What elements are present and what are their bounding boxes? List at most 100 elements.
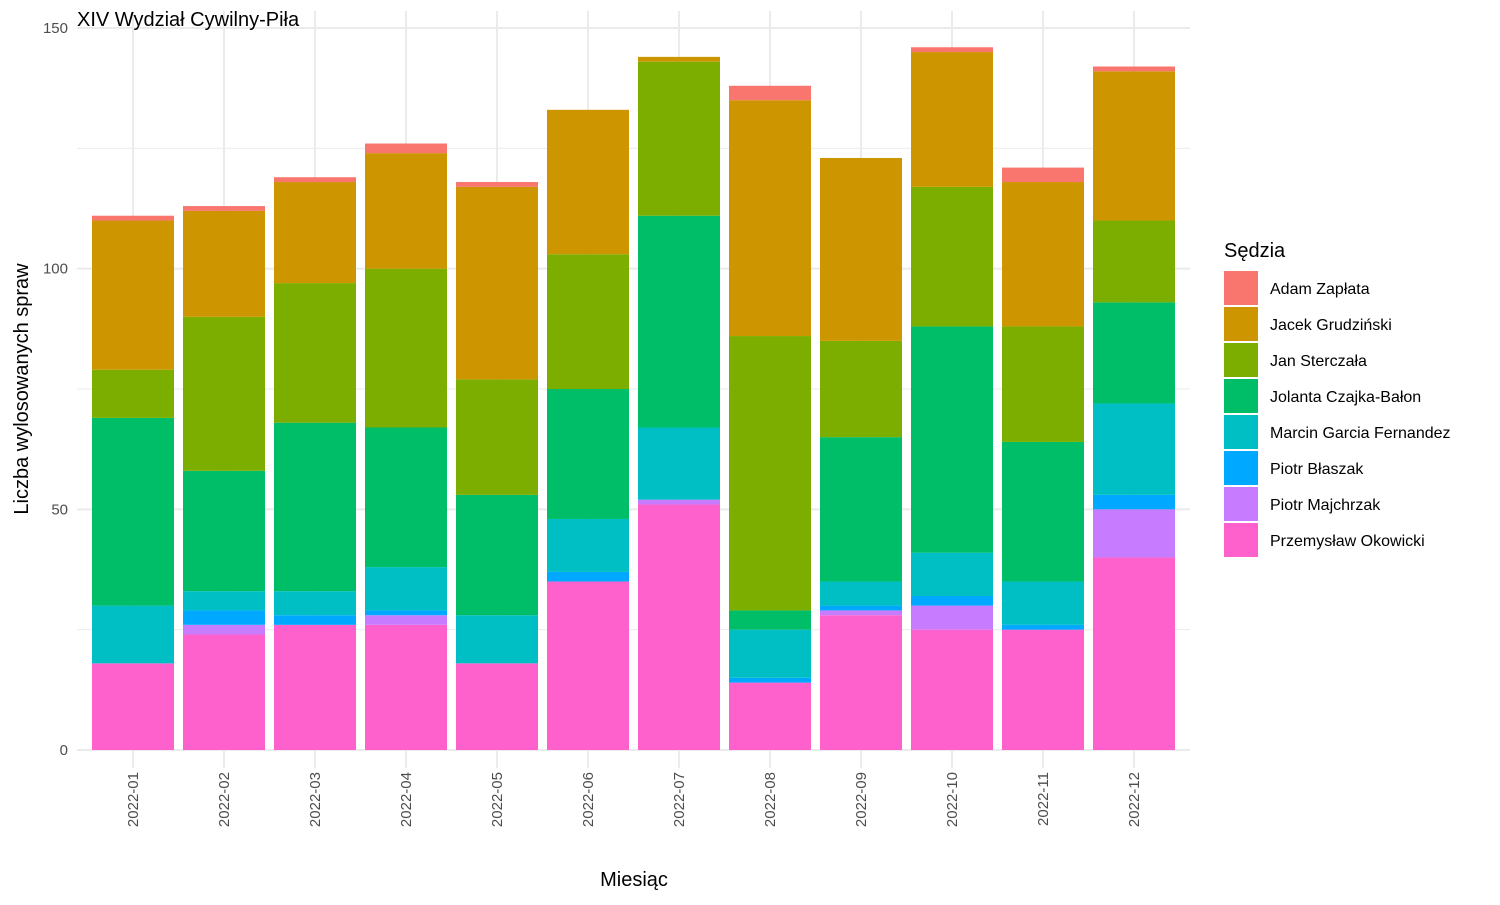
y-axis-label: Liczba wylosowanych spraw [11,263,33,515]
bar-segment [274,283,356,423]
bar-segment [1002,182,1084,327]
x-tick-label: 2022-01 [125,772,142,827]
bar-segment [820,157,902,341]
legend-item-label: Jolanta Czajka-Bałon [1270,389,1421,406]
bar-segment [820,437,902,582]
bar-segment [456,186,538,380]
bar-segment [547,571,629,582]
bar-segment [729,85,811,101]
legend-swatch [1224,451,1258,485]
legend-item-label: Marcin Garcia Fernandez [1270,425,1451,442]
bar-segment [274,182,356,284]
bar-segment [274,615,356,625]
bar-segment [365,615,447,625]
bar-segment [1002,629,1084,750]
bar-segment [1093,302,1175,404]
bar-segment [183,610,265,625]
bar-segment [365,624,447,750]
bar-segment [1002,167,1084,183]
bars [92,47,1175,750]
legend-swatch [1224,415,1258,449]
bar-segment [911,326,993,553]
legend-swatch [1224,343,1258,377]
x-tick-label: 2022-06 [580,772,597,827]
bar-segment [1002,581,1084,625]
bar-segment [547,581,629,750]
bar-segment [1093,557,1175,750]
bar-segment [274,177,356,183]
bar-segment [1093,403,1175,495]
x-tick-label: 2022-02 [216,772,233,827]
legend-item-label: Przemysław Okowicki [1270,533,1425,550]
bar-segment [911,629,993,750]
bar-segment [820,605,902,611]
bar-segment [274,422,356,592]
bar-segment [456,494,538,616]
bar-segment [638,427,720,500]
y-tick-label: 50 [51,501,68,518]
bar-segment [183,470,265,592]
bar-segment [820,610,902,616]
bar-segment [1093,509,1175,558]
bar-segment [183,206,265,211]
bar-segment [365,610,447,616]
bar-segment [547,254,629,389]
bar-segment [729,336,811,611]
bar-segment [729,100,811,337]
bar-segment [183,634,265,750]
legend-swatch [1224,379,1258,413]
bar-segment [183,591,265,611]
legend-swatch [1224,307,1258,341]
bar-segment [638,504,720,750]
bar-segment [729,610,811,630]
bar-segment [911,552,993,596]
legend-title: Sędzia [1224,240,1286,262]
bar-segment [1093,71,1175,221]
bar-segment [820,615,902,750]
legend-item-label: Adam Zapłata [1270,281,1370,298]
bar-segment [638,56,720,62]
y-axis: 0 50 100 150 [43,20,68,759]
bar-segment [911,47,993,53]
x-tick-label: 2022-04 [398,772,415,827]
bar-segment [547,518,629,572]
bar-segment [92,215,174,221]
x-axis-label: Miesiąc [600,869,668,891]
x-tick-label: 2022-08 [762,772,779,827]
bar-segment [547,109,629,255]
legend-item-label: Piotr Majchrzak [1270,497,1381,514]
bar-segment [456,379,538,495]
x-tick-label: 2022-07 [671,772,688,827]
bar-segment [365,143,447,154]
legend-item-label: Jacek Grudziński [1270,317,1392,334]
bar-segment [92,663,174,750]
bar-segment [820,581,902,606]
bar-segment [1093,220,1175,303]
bar-segment [183,210,265,317]
bar-segment [820,340,902,438]
legend-item-label: Jan Sterczała [1270,353,1367,370]
bar-segment [365,567,447,611]
y-tick-label: 0 [60,742,68,759]
bar-segment [729,629,811,678]
bar-segment [1002,441,1084,582]
bar-segment [911,186,993,327]
bar-segment [274,591,356,616]
bar-segment [547,389,629,519]
bar-segment [1002,624,1084,630]
bar-segment [1093,66,1175,72]
legend-swatch [1224,523,1258,557]
bar-segment [911,595,993,606]
bar-segment [456,663,538,750]
bar-segment [729,682,811,750]
bar-segment [92,220,174,370]
bar-segment [456,615,538,664]
bar-segment [911,605,993,630]
chart-title: XIV Wydział Cywilny-Piła [77,9,300,31]
legend: Sędzia Adam Zapłata Jacek Grudziński Jan S… [1224,240,1451,557]
x-axis: 2022-01 2022-02 2022-03 2022-04 2022-05 2022-… [125,772,1143,827]
bar-segment [911,52,993,187]
bar-segment [92,605,174,664]
